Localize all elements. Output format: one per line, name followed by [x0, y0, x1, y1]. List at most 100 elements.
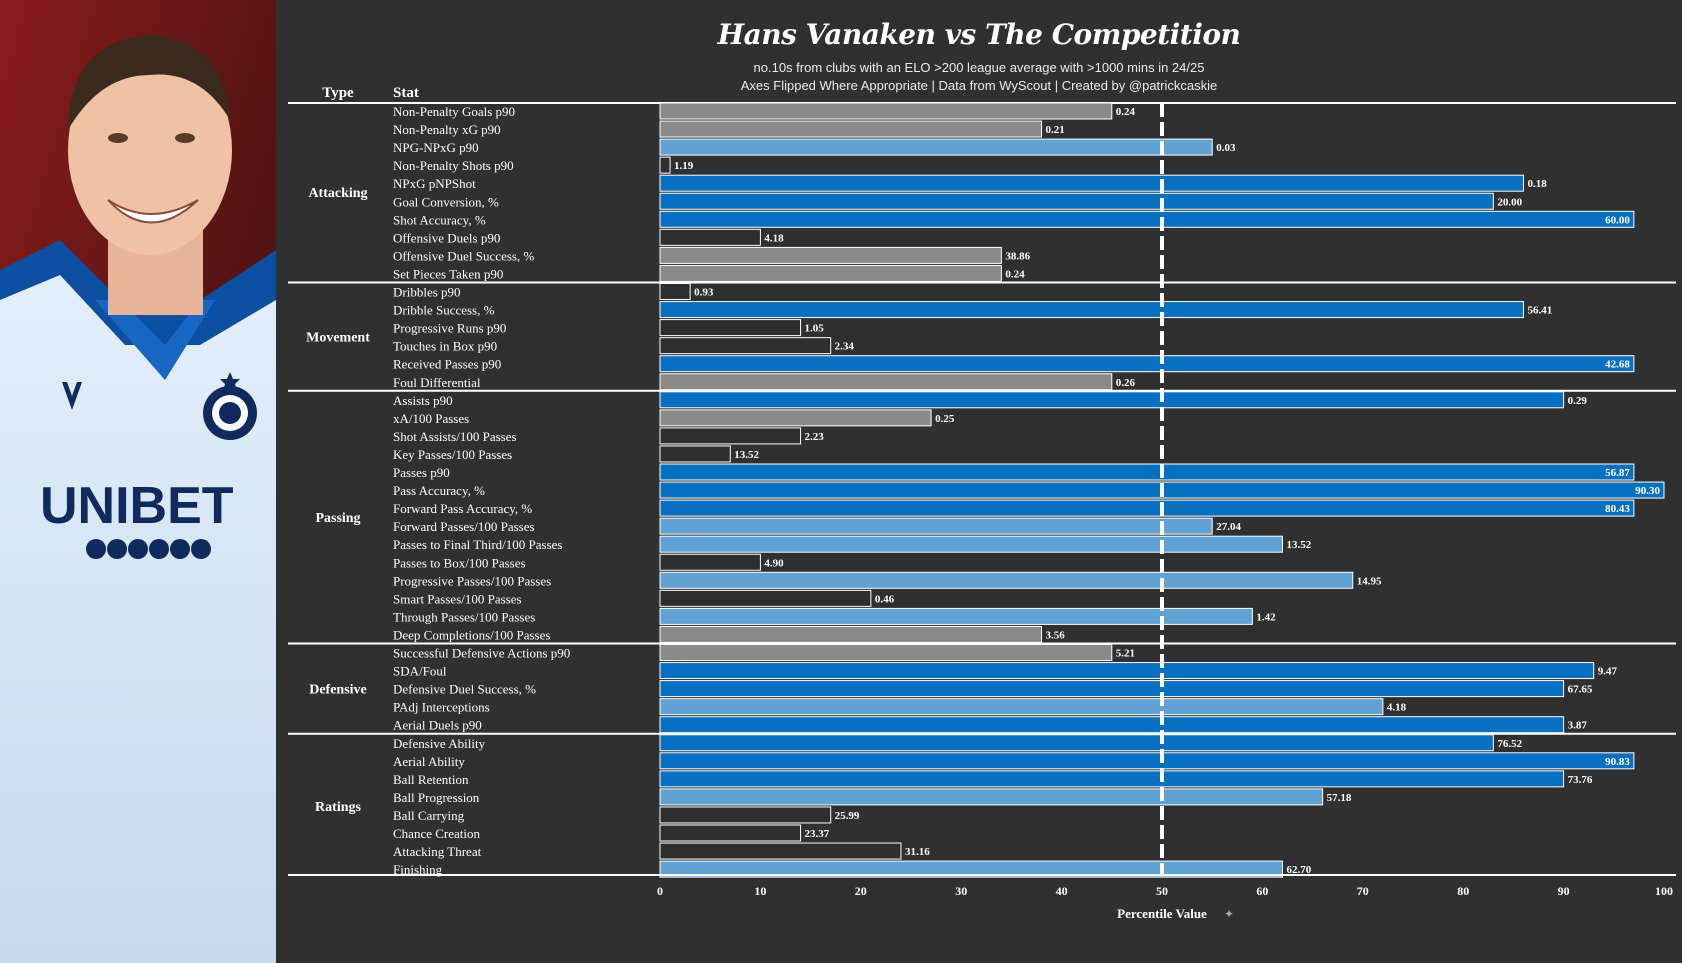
data-label: 1.19: [674, 160, 694, 172]
bar: [659, 373, 1113, 391]
stat-label: Passes p90: [393, 465, 450, 480]
bar: [659, 788, 1324, 806]
bar: [659, 156, 671, 174]
data-label: 13.52: [734, 449, 759, 461]
bar: [659, 535, 1283, 553]
stat-label: Received Passes p90: [393, 357, 501, 372]
stat-label: Progressive Runs p90: [393, 321, 506, 336]
bar: [659, 680, 1565, 698]
bar: [659, 301, 1524, 319]
stat-label: Progressive Passes/100 Passes: [393, 573, 551, 588]
x-tick-label: 80: [1457, 884, 1469, 898]
hair: [68, 35, 230, 130]
bar: [659, 102, 1113, 120]
data-label: 2.34: [835, 341, 855, 353]
bar: [659, 463, 1635, 481]
data-label: 27.04: [1216, 521, 1241, 533]
x-tick-label: 0: [657, 884, 663, 898]
bar: [659, 589, 872, 607]
bar: [659, 391, 1565, 409]
x-tick-label: 20: [855, 884, 867, 898]
data-label: 4.18: [1387, 702, 1407, 714]
bar: [659, 228, 761, 246]
group-label: Attacking: [308, 186, 367, 201]
stat-label: Shot Assists/100 Passes: [393, 429, 517, 444]
bar: [659, 120, 1043, 138]
stat-label: Key Passes/100 Passes: [393, 447, 512, 462]
data-label: 13.52: [1286, 539, 1311, 551]
data-label: 0.24: [1116, 106, 1136, 118]
stat-label: Passes to Final Third/100 Passes: [393, 537, 563, 552]
x-tick-label: 100: [1655, 884, 1673, 898]
data-label: 90.30: [1635, 485, 1660, 497]
bar: [659, 698, 1384, 716]
data-label: 0.24: [1005, 268, 1025, 280]
stat-label: Offensive Duel Success, %: [393, 248, 534, 263]
bar: [659, 409, 932, 427]
stat-label: Shot Accuracy, %: [393, 212, 486, 227]
bar: [659, 283, 691, 300]
data-label: 73.76: [1568, 774, 1593, 786]
bar: [659, 752, 1635, 770]
kit-brand-logo-icon: [62, 382, 82, 410]
bar: [659, 192, 1494, 210]
stat-label: Offensive Duels p90: [393, 230, 500, 245]
bar: [659, 806, 832, 824]
bar: [659, 662, 1595, 680]
stat-label: PAdj Interceptions: [393, 700, 490, 715]
bar: [659, 337, 832, 355]
stat-label: Ball Retention: [393, 772, 469, 787]
stat-label: Dribbles p90: [393, 285, 461, 300]
data-label: 4.90: [764, 557, 784, 569]
group-label: Passing: [315, 511, 360, 526]
data-label: 25.99: [835, 810, 860, 822]
data-label: 4.18: [764, 232, 784, 244]
x-tick-label: 90: [1558, 884, 1570, 898]
x-tick-label: 50: [1156, 884, 1168, 898]
stat-label: NPxG pNPShot: [393, 176, 476, 191]
x-tick-label: 40: [1056, 884, 1068, 898]
shirt-sponsor-text: UNIBET: [40, 477, 234, 535]
bar: [659, 246, 1002, 264]
bar: [659, 860, 1283, 878]
stat-label: Forward Passes/100 Passes: [393, 519, 535, 534]
stat-label: Smart Passes/100 Passes: [393, 591, 522, 606]
bar: [659, 210, 1635, 228]
stat-label: Ball Progression: [393, 790, 480, 805]
data-label: 0.25: [935, 413, 955, 425]
data-label: 5.21: [1116, 648, 1135, 660]
stat-label: Foul Differential: [393, 375, 481, 390]
data-label: 56.87: [1605, 467, 1630, 479]
stat-label: xA/100 Passes: [393, 411, 469, 426]
bar: [659, 499, 1635, 517]
stat-label: Non-Penalty xG p90: [393, 122, 501, 137]
stat-label: Defensive Ability: [393, 736, 486, 751]
data-label: 38.86: [1005, 250, 1030, 262]
data-label: 42.68: [1605, 359, 1630, 371]
data-label: 0.03: [1216, 142, 1236, 154]
bar: [659, 842, 902, 860]
data-label: 90.83: [1605, 756, 1630, 768]
data-label: 0.18: [1527, 178, 1547, 190]
bar: [659, 644, 1113, 661]
data-label: 3.56: [1046, 629, 1066, 641]
bar: [659, 355, 1635, 373]
data-label: 20.00: [1497, 196, 1522, 208]
bar: [659, 517, 1213, 535]
right-eye: [175, 133, 195, 143]
data-label: 56.41: [1527, 305, 1552, 317]
data-label: 2.23: [805, 431, 825, 443]
data-label: 0.21: [1046, 124, 1065, 136]
stat-label: Non-Penalty Goals p90: [393, 104, 515, 119]
bar: [659, 571, 1354, 589]
left-eye: [108, 133, 128, 143]
stat-label: Aerial Duels p90: [393, 718, 482, 733]
bar: [659, 770, 1565, 788]
stat-label: Attacking Threat: [393, 844, 482, 859]
sponsor-dots: [86, 539, 211, 559]
smile: [107, 199, 199, 224]
column-header-stat: Stat: [393, 85, 419, 101]
bar: [659, 716, 1565, 734]
shirt: [0, 275, 276, 963]
stat-label: Passes to Box/100 Passes: [393, 555, 526, 570]
